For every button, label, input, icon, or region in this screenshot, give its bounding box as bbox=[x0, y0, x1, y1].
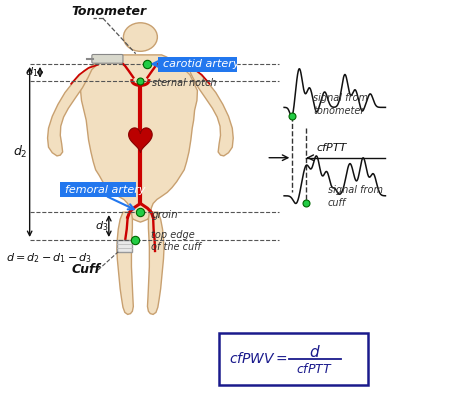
Text: $cfPWV = $: $cfPWV = $ bbox=[228, 352, 287, 366]
Text: femoral artery: femoral artery bbox=[65, 185, 146, 195]
Text: groin: groin bbox=[151, 209, 178, 219]
FancyBboxPatch shape bbox=[60, 182, 136, 197]
Text: $d = d_2 - d_1 - d_3$: $d = d_2 - d_1 - d_3$ bbox=[6, 251, 92, 265]
Text: signal from
tonometer: signal from tonometer bbox=[313, 93, 368, 116]
Text: cfPTT: cfPTT bbox=[317, 143, 347, 153]
Polygon shape bbox=[181, 61, 233, 156]
Text: $d_3$: $d_3$ bbox=[95, 219, 108, 233]
Text: sternal notch: sternal notch bbox=[152, 78, 217, 88]
Circle shape bbox=[123, 23, 157, 51]
Text: signal from
cuff: signal from cuff bbox=[328, 185, 383, 207]
FancyBboxPatch shape bbox=[158, 57, 237, 71]
FancyBboxPatch shape bbox=[92, 55, 123, 63]
Polygon shape bbox=[147, 212, 164, 314]
Text: $d$: $d$ bbox=[309, 344, 320, 359]
FancyBboxPatch shape bbox=[219, 333, 368, 385]
Polygon shape bbox=[81, 55, 197, 222]
Text: $d_1$: $d_1$ bbox=[25, 65, 38, 79]
Text: Cuff: Cuff bbox=[71, 263, 100, 276]
Text: Tonometer: Tonometer bbox=[71, 5, 146, 18]
Text: carotid artery: carotid artery bbox=[163, 59, 239, 69]
Polygon shape bbox=[47, 61, 100, 156]
Polygon shape bbox=[117, 240, 132, 252]
Polygon shape bbox=[128, 128, 152, 152]
Text: top edge
of the cuff: top edge of the cuff bbox=[151, 229, 201, 252]
Text: $d_2$: $d_2$ bbox=[13, 144, 27, 160]
Text: $cfPTT$: $cfPTT$ bbox=[296, 362, 333, 376]
Polygon shape bbox=[117, 212, 133, 314]
